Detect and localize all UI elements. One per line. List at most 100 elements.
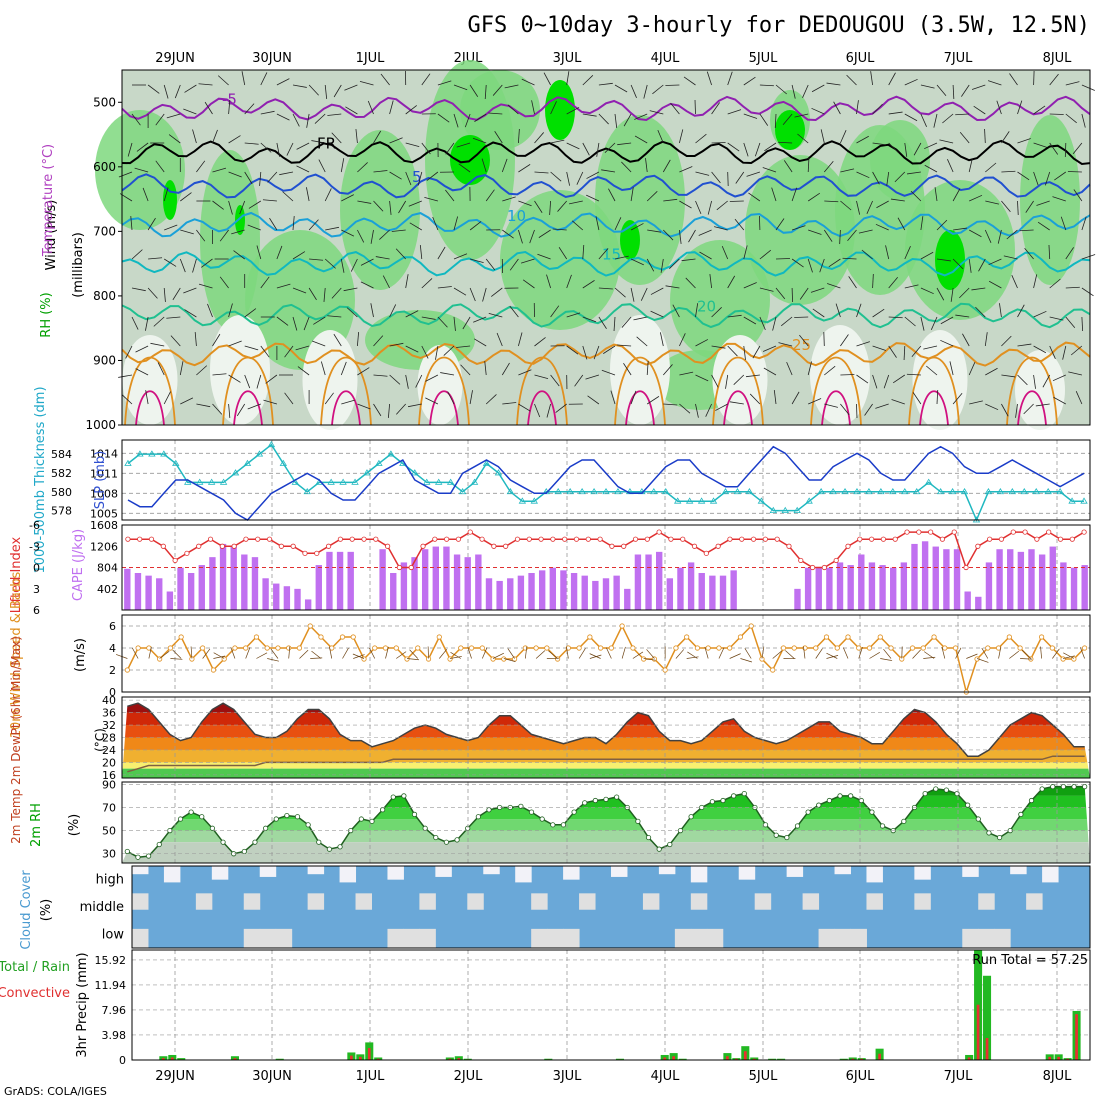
wind10m-line-point xyxy=(296,645,303,651)
wind-barb xyxy=(313,316,326,325)
rh-tick-label: 70 xyxy=(102,801,116,814)
wind-barb xyxy=(807,192,821,202)
lifted-index-line-point xyxy=(644,536,650,542)
lifted-index-line xyxy=(127,530,1085,570)
rh-tick-label: 30 xyxy=(102,848,116,861)
panel-frame xyxy=(121,524,1091,611)
wind10m-barb xyxy=(729,653,741,659)
wind-barb xyxy=(936,84,947,96)
lifted-index-line-point xyxy=(514,536,521,542)
wind-barb xyxy=(904,246,911,260)
wind-barb xyxy=(357,332,360,347)
warm-contour xyxy=(516,356,568,426)
wind10m-line-point xyxy=(511,656,518,662)
precip-conv-bar xyxy=(752,1058,756,1060)
cape-bar xyxy=(347,551,354,610)
wind-barb xyxy=(1033,310,1047,318)
wind-barb xyxy=(897,217,906,231)
wind-barb xyxy=(984,229,992,243)
isotherm-label: 20 xyxy=(697,297,716,315)
cloud-gap xyxy=(195,893,213,910)
wind-barb xyxy=(484,84,487,99)
wind-barb xyxy=(847,229,857,241)
wind-barb xyxy=(890,198,905,202)
wind-barb xyxy=(405,171,412,186)
cape-tick-label: 1608 xyxy=(90,519,118,532)
precip-total-bar xyxy=(463,1058,472,1060)
cape-bar xyxy=(900,562,908,610)
cape-bar xyxy=(964,591,971,610)
rh2m-line-point xyxy=(486,807,492,813)
wind-barb xyxy=(180,397,194,405)
wind-barb xyxy=(311,340,326,347)
wind-barb xyxy=(971,287,986,291)
wind-barb xyxy=(142,187,149,202)
rh2m-line-point xyxy=(1050,784,1056,790)
thickness-line-point xyxy=(1020,487,1028,495)
wind-barb xyxy=(308,84,319,96)
cape-bar xyxy=(166,591,174,610)
wind-barb xyxy=(934,187,938,202)
wind10m-barb xyxy=(439,648,448,659)
thickness-line-point xyxy=(195,478,204,485)
wind-barb xyxy=(239,200,246,215)
wind-barb xyxy=(380,73,390,86)
wind-barb xyxy=(1065,81,1080,86)
cloud-gap xyxy=(531,928,548,948)
wind-barb xyxy=(292,113,300,127)
cape-bar xyxy=(124,568,131,610)
thickness-line-point xyxy=(231,469,240,476)
wind10m-line-point xyxy=(673,645,679,651)
thickness-line-point xyxy=(829,487,837,495)
wind-barb xyxy=(969,400,983,405)
wind-barb xyxy=(752,345,761,359)
cape-bar xyxy=(379,549,386,610)
wind-barb xyxy=(183,287,197,294)
precip-total-bar xyxy=(177,1058,186,1060)
cape-bar xyxy=(953,549,961,610)
thickness-line-point xyxy=(470,478,479,485)
lifted-index-line-point xyxy=(656,529,662,535)
rh2m-line-point xyxy=(1039,786,1045,792)
wind-barb xyxy=(1033,274,1038,289)
wind-barb xyxy=(662,364,673,376)
wind-barb xyxy=(375,256,390,260)
cloud-gap xyxy=(914,866,931,880)
lifted-index-line-point xyxy=(680,536,686,542)
wind-barb xyxy=(799,287,809,300)
wind-barb xyxy=(184,309,197,318)
wind-barb xyxy=(1001,200,1011,212)
wind-barb xyxy=(968,158,973,173)
cloud-gap xyxy=(754,893,772,910)
thickness-line-point xyxy=(901,487,909,495)
warm-contour xyxy=(712,356,764,426)
wind-barb xyxy=(360,258,374,266)
rh-high-region xyxy=(163,180,177,220)
wind-barb xyxy=(920,84,935,89)
wind-barb xyxy=(643,84,648,99)
thickness-line-point xyxy=(124,459,132,466)
wind-barb xyxy=(389,374,401,385)
wind-barb xyxy=(373,403,382,417)
wind-barb xyxy=(952,188,961,202)
wind-barb xyxy=(679,129,684,144)
cloud-gap xyxy=(355,893,372,910)
cloud-gap xyxy=(978,893,995,910)
rh2m-line-point xyxy=(741,790,747,797)
wind-barb xyxy=(949,361,954,376)
wind10m-barb xyxy=(507,648,515,659)
wind-barb xyxy=(598,82,613,86)
lifted-index-line-point xyxy=(503,543,509,549)
wind-barb xyxy=(610,390,616,405)
lifted-index-line-point xyxy=(325,543,332,549)
wind-barb xyxy=(464,113,471,128)
wind-barb xyxy=(469,258,484,264)
wind10m-line-point xyxy=(770,667,776,673)
rh2m-line-point xyxy=(401,793,407,799)
ylabel-cloud: Cloud Cover xyxy=(19,870,34,950)
wind-barb xyxy=(961,84,970,97)
wind10m-barb xyxy=(299,649,309,659)
wind-barb xyxy=(669,258,680,270)
wind-barb xyxy=(118,374,133,378)
wind-barb xyxy=(695,303,699,318)
